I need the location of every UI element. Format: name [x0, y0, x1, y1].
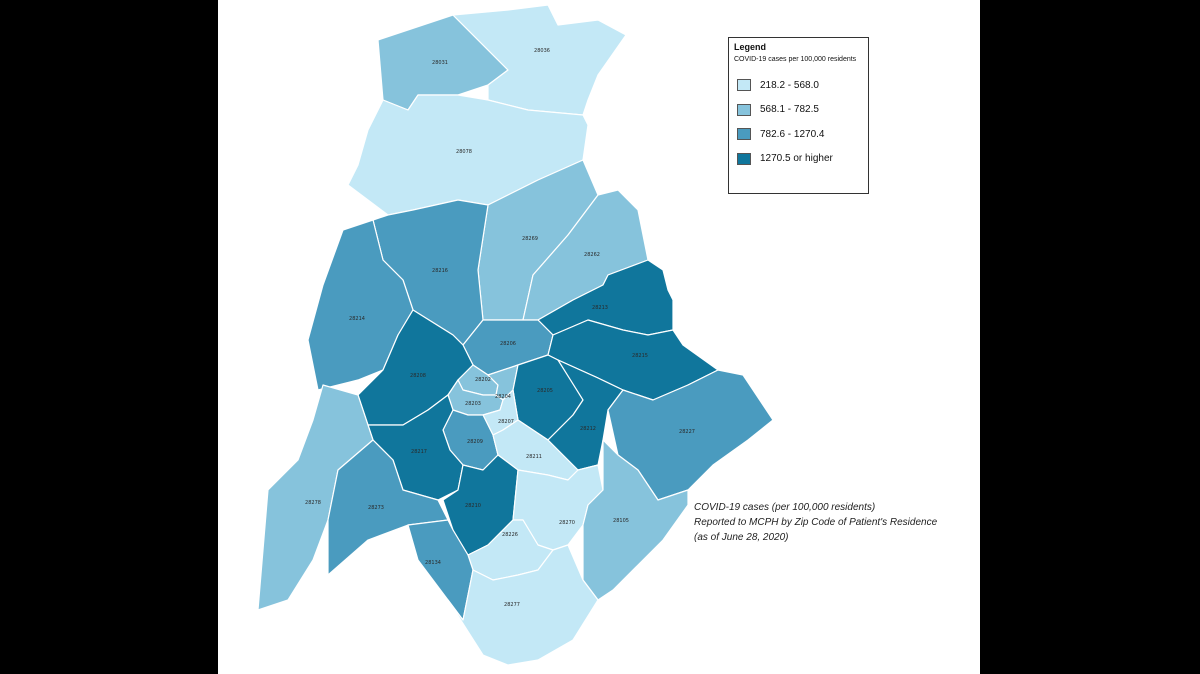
zip-code-map: 28031 28036 28078 28269 28262 28216 28214 28213… — [257, 4, 774, 666]
caption-line: Reported to MCPH by Zip Code of Patient'… — [694, 517, 938, 528]
zip-label-28273: 28273 — [368, 505, 384, 511]
zip-label-28278: 28278 — [305, 500, 321, 506]
zip-label-28270: 28270 — [559, 520, 575, 526]
legend-label: 568.1 - 782.5 — [760, 104, 819, 116]
zip-label-28269: 28269 — [522, 236, 538, 242]
legend-subtitle: COVID-19 cases per 100,000 residents — [734, 56, 857, 63]
zip-label-28213: 28213 — [592, 305, 608, 311]
legend-swatch — [737, 103, 751, 116]
legend-label: 782.6 - 1270.4 — [760, 128, 825, 140]
legend-swatch — [737, 152, 751, 165]
legend-item: 782.6 - 1270.4 — [734, 122, 863, 147]
zip-label-28211: 28211 — [526, 454, 542, 460]
zip-label-28214: 28214 — [349, 316, 365, 322]
zip-label-28205: 28205 — [537, 388, 553, 394]
legend-item: 1270.5 or higher — [734, 147, 863, 172]
zip-label-28078: 28078 — [456, 149, 472, 155]
zip-label-28202: 28202 — [475, 377, 491, 383]
zip-label-28204: 28204 — [495, 394, 511, 400]
zip-shapes — [257, 4, 774, 666]
legend-item: 218.2 - 568.0 — [734, 73, 863, 98]
zip-label-28262: 28262 — [584, 252, 600, 258]
zip-label-28207: 28207 — [498, 419, 514, 425]
map-panel: 28031 28036 28078 28269 28262 28216 28214 28213… — [218, 0, 980, 674]
zip-label-28031: 28031 — [432, 60, 448, 66]
caption-line: COVID-19 cases (per 100,000 residents) — [694, 502, 876, 513]
legend-label: 218.2 - 568.0 — [760, 79, 819, 91]
zip-labels: 28031 28036 28078 28269 28262 28216 28214 28213… — [305, 48, 695, 608]
zip-label-28203: 28203 — [465, 401, 481, 407]
zip-label-28210: 28210 — [465, 503, 481, 509]
zip-label-28105: 28105 — [613, 518, 629, 524]
zip-label-28212: 28212 — [580, 426, 596, 432]
zip-label-28036: 28036 — [534, 48, 550, 54]
zip-region-28278 — [257, 384, 374, 611]
map-caption: COVID-19 cases (per 100,000 residents) R… — [694, 500, 974, 545]
zip-label-28209: 28209 — [467, 439, 483, 445]
legend-title: Legend — [734, 42, 767, 52]
zip-label-28217: 28217 — [411, 449, 427, 455]
zip-label-28227: 28227 — [679, 429, 695, 435]
zip-label-28226: 28226 — [502, 532, 518, 538]
zip-region-28105 — [582, 439, 689, 601]
legend-label: 1270.5 or higher — [760, 153, 833, 165]
legend-swatch — [737, 79, 751, 92]
zip-label-28134: 28134 — [425, 560, 441, 566]
zip-label-28215: 28215 — [632, 353, 648, 359]
zip-label-28216: 28216 — [432, 268, 448, 274]
zip-label-28277: 28277 — [504, 602, 520, 608]
legend-swatch — [737, 128, 751, 141]
zip-label-28208: 28208 — [410, 373, 426, 379]
zip-label-28206: 28206 — [500, 341, 516, 347]
zip-region-28227 — [607, 369, 774, 501]
zip-region-28036 — [452, 4, 627, 116]
zip-region-28277 — [447, 544, 599, 666]
legend-item: 568.1 - 782.5 — [734, 98, 863, 123]
caption-line: (as of June 28, 2020) — [694, 532, 789, 543]
legend: Legend COVID-19 cases per 100,000 reside… — [728, 37, 869, 194]
